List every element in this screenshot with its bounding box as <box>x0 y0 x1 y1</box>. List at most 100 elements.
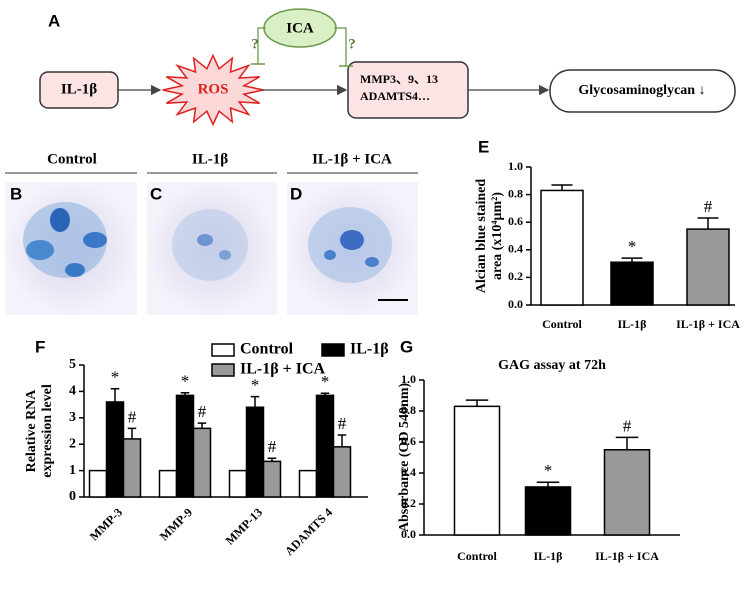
question-mark: ? <box>251 36 259 52</box>
y-axis-label: expression level <box>40 384 55 478</box>
panel-label: D <box>290 184 302 203</box>
y-axis-label: Absorbance (OD 540nm) <box>397 383 412 533</box>
error-bar <box>551 184 573 191</box>
significance-marker: * <box>544 461 553 480</box>
bar <box>332 446 352 498</box>
bar <box>245 406 265 498</box>
y-tick-label: 1.0 <box>508 159 523 173</box>
bar <box>686 228 730 306</box>
error-bar <box>197 422 207 429</box>
micrograph <box>5 182 137 315</box>
x-tick-label: IL-1β <box>534 549 563 563</box>
panel-label: F <box>35 337 45 356</box>
bar <box>603 449 651 536</box>
legend-swatch <box>211 343 235 357</box>
question-mark: ? <box>348 36 356 52</box>
significance-marker: * <box>321 372 330 391</box>
chart-title: GAG assay at 72h <box>498 358 606 373</box>
bar <box>175 394 195 498</box>
x-tick-label: Control <box>457 549 497 563</box>
node-label: ADAMTS4… <box>360 89 430 103</box>
inhibit-line <box>257 27 266 64</box>
y-tick-label: 0.0 <box>508 297 523 311</box>
legend-label: Control <box>240 341 294 358</box>
error-bar <box>127 427 137 439</box>
significance-marker: * <box>251 376 260 395</box>
y-tick-label: 5 <box>69 357 76 372</box>
y-tick-label: 0.2 <box>401 496 416 510</box>
legend-swatch <box>321 343 345 357</box>
node-box <box>549 69 736 113</box>
x-tick-label: IL-1β + ICA <box>595 549 659 563</box>
ros-star <box>162 53 264 127</box>
y-tick-label: 1 <box>69 463 76 478</box>
x-tick-label: Control <box>542 317 582 331</box>
bar <box>88 469 108 498</box>
y-axis-label: Relative RNA <box>24 389 39 473</box>
panel-label: A <box>48 11 60 30</box>
y-axis-label: Alcian blue stained <box>474 179 489 294</box>
node-label: ICA <box>286 20 314 36</box>
error-bar <box>465 399 489 407</box>
bar <box>158 469 178 498</box>
panel-label: C <box>150 184 162 203</box>
bar <box>298 469 318 498</box>
y-tick-label: 0.0 <box>401 527 416 541</box>
x-tick-label: ADAMTS 4 <box>282 505 335 558</box>
node-label: ROS <box>198 81 229 97</box>
error-bar <box>250 395 260 408</box>
y-tick-label: 4 <box>69 384 76 399</box>
panel-label: E <box>478 137 489 156</box>
bar <box>315 394 335 498</box>
y-tick-label: 2 <box>69 436 76 451</box>
y-axis-label: area (x10⁴μm²) <box>490 192 505 280</box>
bar <box>610 261 654 306</box>
significance-marker: # <box>704 197 713 216</box>
legend-swatch <box>211 363 235 377</box>
panel-label: G <box>400 337 413 356</box>
image-caption: Control <box>47 151 97 167</box>
inhibit-line <box>334 27 347 66</box>
error-bar <box>267 457 277 462</box>
y-tick-label: 0.8 <box>508 186 523 200</box>
bar <box>192 427 212 498</box>
error-bar <box>621 257 643 263</box>
x-tick-label: MMP-13 <box>223 505 265 547</box>
y-tick-label: 0.8 <box>401 403 416 417</box>
significance-marker: # <box>268 437 277 456</box>
y-tick-label: 0.6 <box>508 214 523 228</box>
x-tick-label: IL-1β + ICA <box>676 317 740 331</box>
y-tick-label: 0.6 <box>401 434 416 448</box>
x-tick-label: IL-1β <box>618 317 647 331</box>
error-bar <box>110 388 120 402</box>
node-label: Glycosaminoglycan ↓ <box>578 83 705 98</box>
image-caption: IL-1β + ICA <box>312 151 392 167</box>
bar <box>122 438 142 498</box>
bar <box>262 460 282 498</box>
significance-marker: # <box>198 402 207 421</box>
significance-marker: * <box>628 237 637 256</box>
x-tick-label: MMP-3 <box>87 505 125 543</box>
significance-marker: * <box>111 368 120 387</box>
bar <box>524 486 572 536</box>
node-label: MMP3、9、13 <box>360 72 438 86</box>
significance-marker: # <box>128 407 137 426</box>
y-tick-label: 0.4 <box>508 242 523 256</box>
bar <box>105 401 125 498</box>
micrograph <box>287 182 418 315</box>
bar <box>540 189 584 306</box>
y-tick-label: 0 <box>69 489 76 504</box>
significance-marker: # <box>623 416 632 435</box>
y-tick-label: 3 <box>69 410 76 425</box>
legend-label: IL-1β + ICA <box>240 361 326 378</box>
bar <box>453 405 501 536</box>
y-tick-label: 1.0 <box>401 372 416 386</box>
significance-marker: # <box>338 414 347 433</box>
x-tick-label: MMP-9 <box>157 505 195 543</box>
error-bar <box>180 391 190 396</box>
error-bar <box>337 434 347 447</box>
error-bar <box>615 436 639 450</box>
legend-label: IL-1β <box>350 341 389 358</box>
error-bar <box>536 481 560 487</box>
